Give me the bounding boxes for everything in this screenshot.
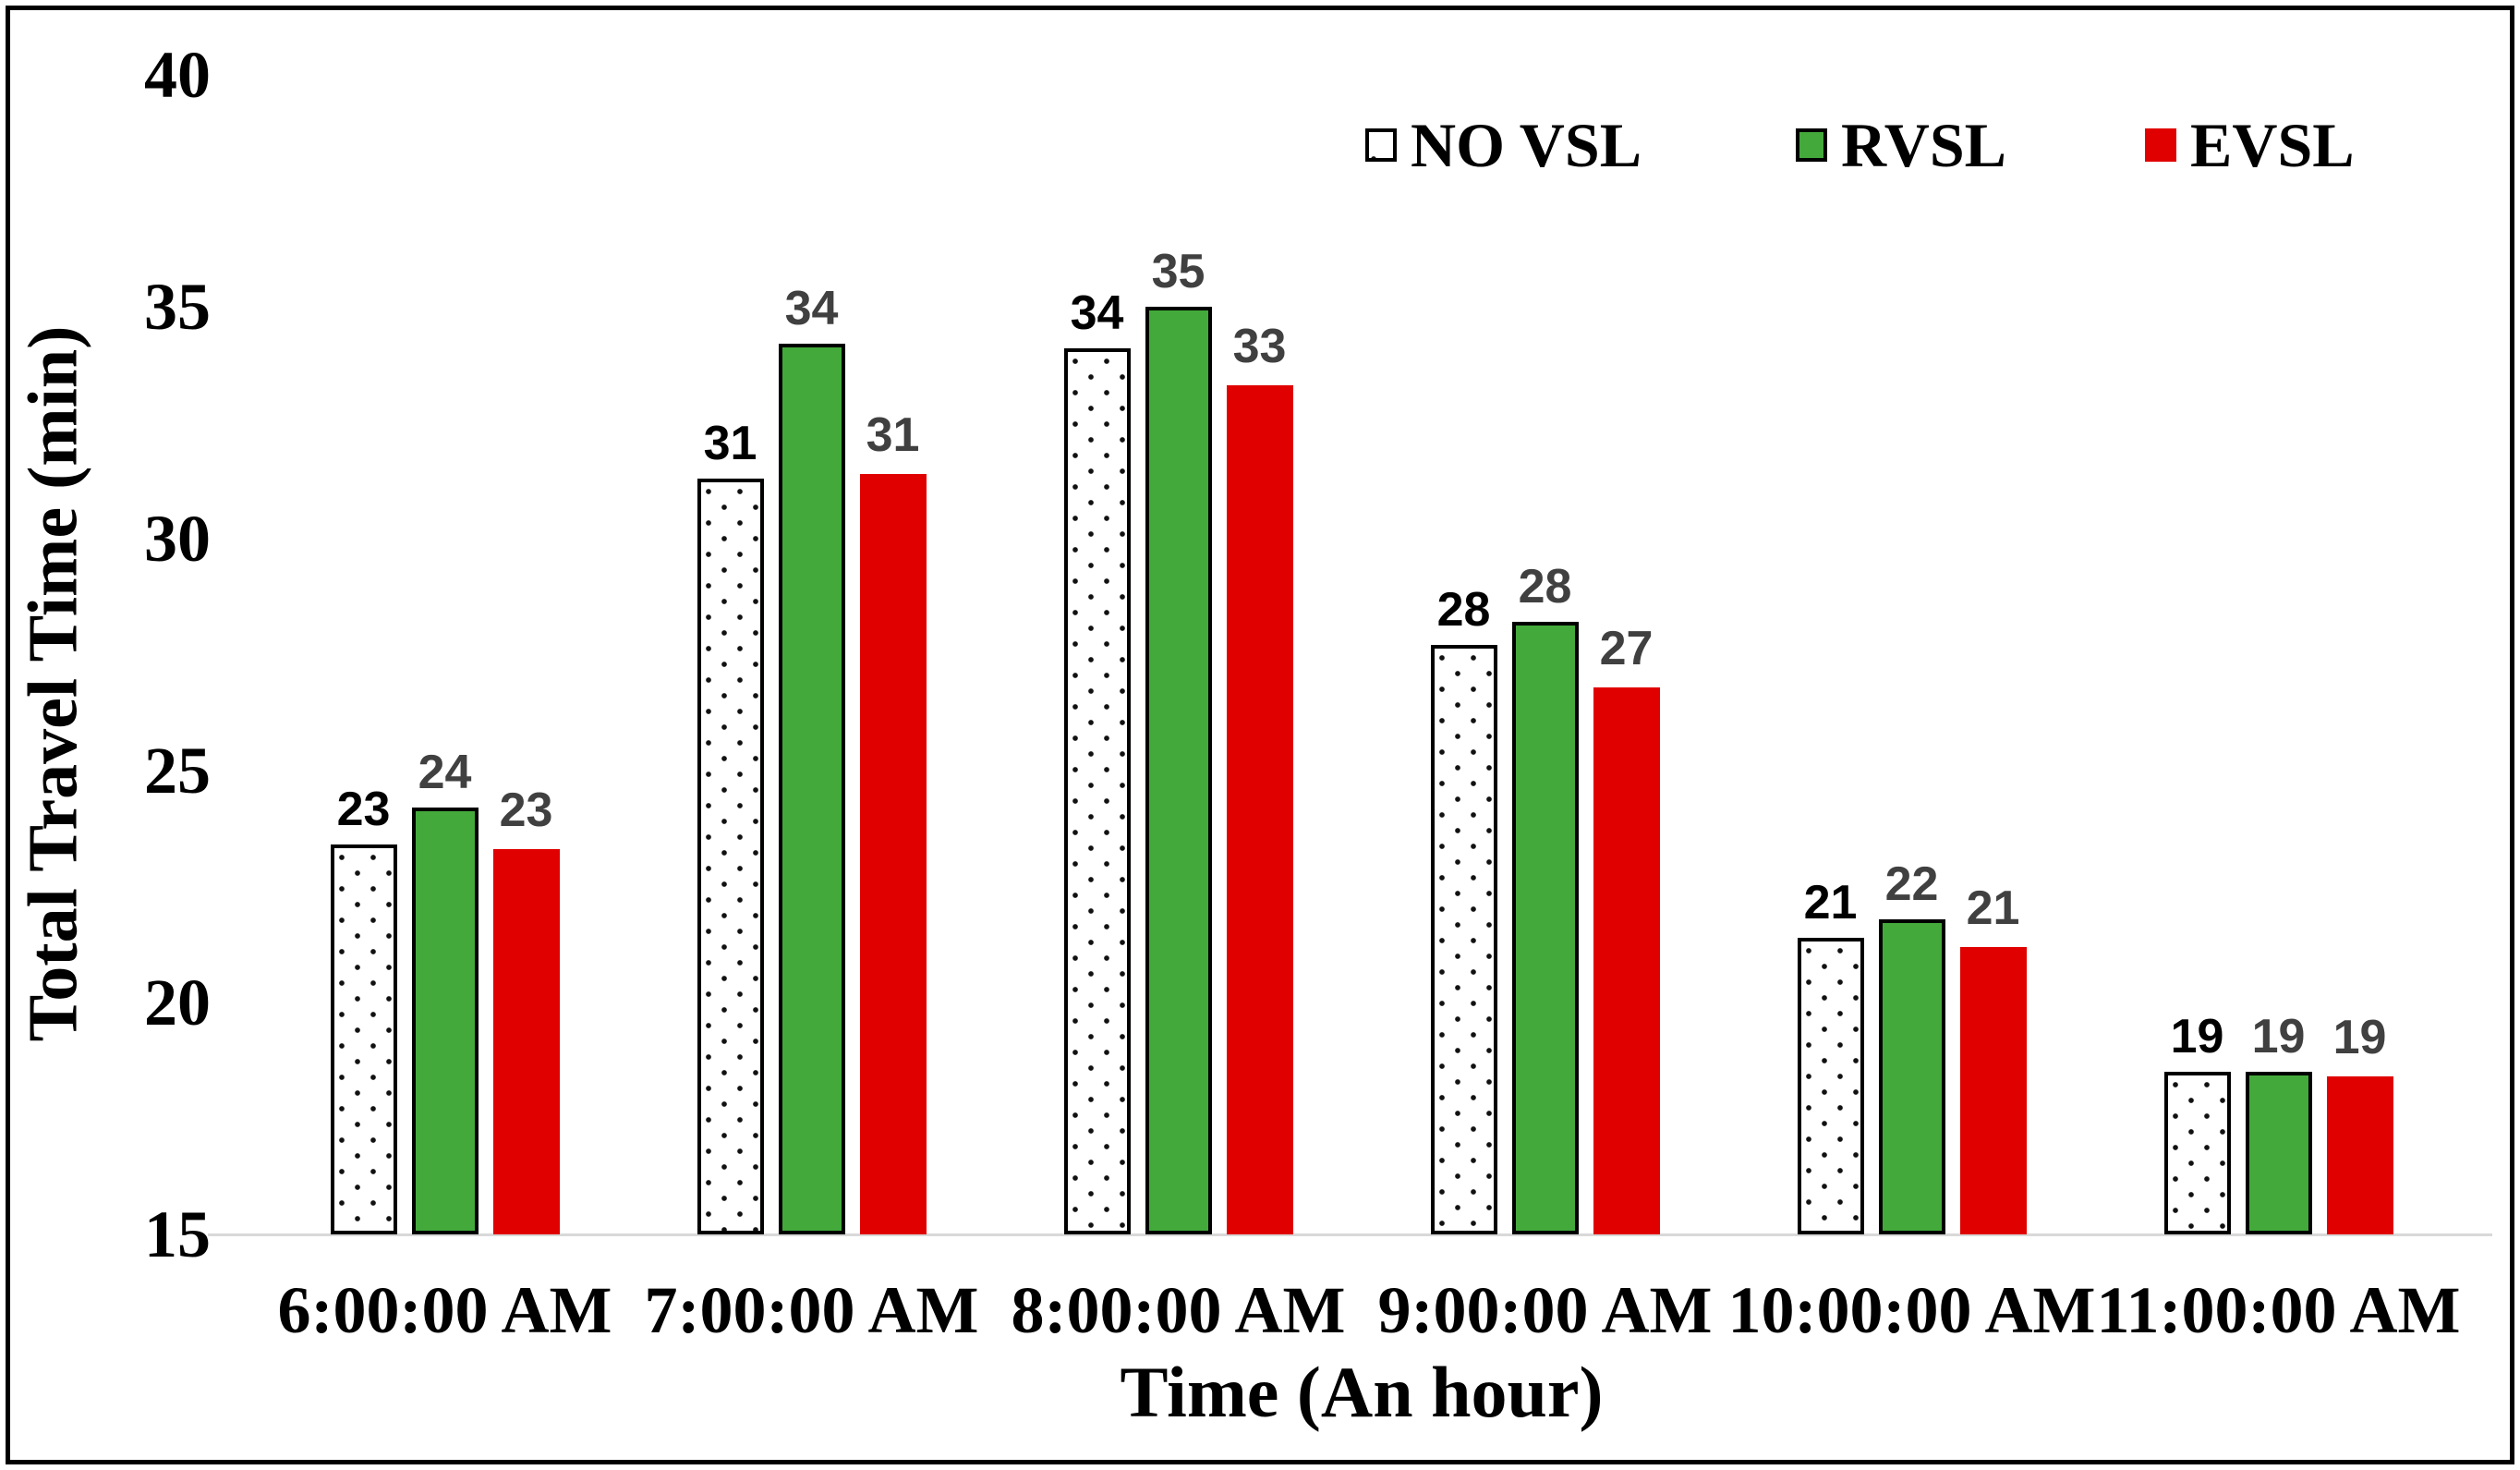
bar-rvsl-11am: 19 [2245,1013,2312,1234]
bar-value-label: 31 [866,408,920,462]
bar-rvsl-6am: 24 [411,748,479,1234]
bar-value-label: 19 [2332,1011,2387,1064]
x-tick-label-10am: 10:00:00 AM [1727,1273,2096,1347]
bar-no-vsl-7am: 31 [697,419,764,1234]
x-tick-label-8am: 8:00:00 AM [1011,1273,1346,1347]
bar-evsl-7am: 31 [859,411,927,1234]
bar-value-label: 21 [1966,881,2020,935]
bar-value-label: 23 [336,783,391,836]
bar-value-label: 19 [2251,1010,2306,1063]
y-tick-label-25: 25 [144,734,211,808]
bar-group-8am: 34 35 33 [995,75,1362,1234]
bar-no-vsl-10am: 21 [1797,879,1864,1234]
bar-evsl-6am: 23 [492,786,560,1234]
x-tick-label-6am: 6:00:00 AM [277,1273,612,1347]
legend-item-evsl: EVSL [2145,112,2355,178]
legend-label-evsl: EVSL [2190,110,2355,180]
bar-value-label: 28 [1436,583,1491,637]
bar-rvsl-8am: 35 [1145,248,1212,1234]
legend-item-no-vsl: NO VSL [1365,112,1642,178]
y-tick-label-35: 35 [144,270,211,344]
bar-evsl-10am: 21 [1959,884,2027,1234]
bar-group-11am: 19 19 19 [2095,75,2462,1234]
bar-value-label: 24 [418,746,472,799]
bar-group-7am: 31 34 31 [628,75,995,1234]
x-axis-baseline [208,1233,2492,1236]
legend-swatch-evsl-icon [2145,128,2176,162]
y-axis-title: Total Travel Time (min) [14,325,92,1042]
bar-rvsl-9am: 28 [1511,563,1579,1234]
bar-value-label: 34 [1070,286,1124,340]
y-tick-label-20: 20 [144,966,211,1039]
y-tick-label-15: 15 [144,1197,211,1271]
bar-value-label: 28 [1518,560,1572,614]
x-axis-title: Time (An hour) [1120,1352,1604,1432]
bar-value-label: 27 [1599,622,1654,675]
chart-frame [6,6,2514,1464]
bar-group-9am: 28 28 27 [1362,75,1728,1234]
plot-area: 23 24 23 31 34 31 34 35 33 28 28 27 21 22 21 19 19 19 [261,75,2462,1234]
x-tick-label-7am: 7:00:00 AM [644,1273,979,1347]
bar-value-label: 19 [2170,1010,2224,1063]
bar-evsl-11am: 19 [2326,1014,2393,1234]
bar-evsl-8am: 33 [1226,322,1293,1234]
bar-group-6am: 23 24 23 [261,75,628,1234]
bar-value-label: 33 [1232,320,1287,373]
bar-value-label: 22 [1884,857,1939,911]
legend-swatch-no-vsl-icon [1365,128,1397,162]
y-tick-label-30: 30 [144,502,211,576]
y-tick-label-40: 40 [144,38,211,112]
legend-label-no-vsl: NO VSL [1411,110,1642,180]
bar-value-label: 35 [1151,245,1205,298]
bar-rvsl-7am: 34 [778,285,845,1234]
bar-rvsl-10am: 22 [1878,860,1945,1234]
x-tick-label-11am: 11:00:00 AM [2096,1273,2461,1347]
bar-value-label: 23 [499,784,553,837]
legend-item-rvsl: RVSL [1796,112,2006,178]
bar-no-vsl-8am: 34 [1063,289,1131,1234]
x-tick-label-9am: 9:00:00 AM [1377,1273,1713,1347]
bar-value-label: 34 [784,282,839,335]
legend-label-rvsl: RVSL [1841,110,2006,180]
bar-no-vsl-9am: 28 [1430,586,1497,1234]
bar-value-label: 21 [1803,876,1858,929]
bar-no-vsl-6am: 23 [330,785,397,1234]
bar-value-label: 31 [703,417,757,470]
bar-no-vsl-11am: 19 [2163,1013,2231,1234]
bar-evsl-9am: 27 [1593,625,1660,1234]
bar-group-10am: 21 22 21 [1728,75,2095,1234]
legend-swatch-rvsl-icon [1796,128,1827,162]
